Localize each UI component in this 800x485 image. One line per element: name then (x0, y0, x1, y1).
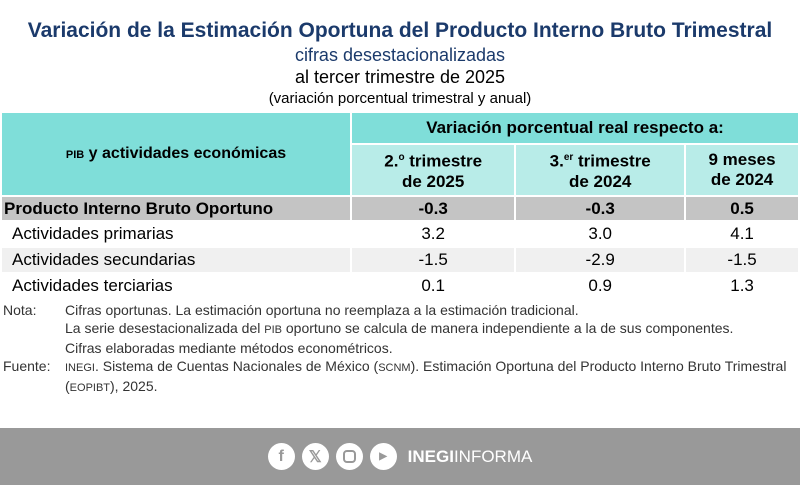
group-header: Variación porcentual real respecto a: (350, 111, 800, 145)
subtitle-period: al tercer trimestre de 2025 (294, 67, 506, 87)
col-header: 9 meses de 2024 (684, 143, 800, 197)
source: INEGI. Sistema de Cuentas Nacionales de … (65, 358, 787, 394)
row-header: PIB y actividades económicas (0, 111, 352, 197)
instagram-icon[interactable] (335, 443, 363, 470)
facebook-icon[interactable]: f (267, 443, 295, 470)
brand-logo: INEGIINFORMA (407, 446, 533, 466)
x-icon[interactable]: 𝕏 (301, 443, 329, 470)
youtube-icon[interactable]: ▶ (369, 443, 397, 470)
table-row: Producto Interno Bruto Oportuno -0.3 -0.… (0, 195, 800, 222)
col-header: 2.o trimestre de 2025 (349, 143, 517, 197)
table-row: Actividades primarias 3.2 3.0 4.1 (0, 220, 800, 248)
page-title: Variación de la Estimación Oportuna del … (27, 19, 773, 42)
col-header: 3.er trimestre de 2024 (514, 143, 687, 197)
subtitle-units: (variación porcentual trimestral y anual… (268, 90, 532, 107)
table-row: Actividades terciarias 0.1 0.9 1.3 (0, 272, 800, 300)
gdp-table: PIB y actividades económicas Variación p… (0, 111, 800, 300)
subtitle: cifras desestacionalizadas (294, 45, 506, 65)
table-row: Actividades secundarias -1.5 -2.9 -1.5 (0, 246, 800, 274)
footer: f 𝕏 ▶ INEGIINFORMA (0, 428, 800, 485)
notes: Nota: Cifras oportunas. La estimación op… (3, 301, 800, 397)
